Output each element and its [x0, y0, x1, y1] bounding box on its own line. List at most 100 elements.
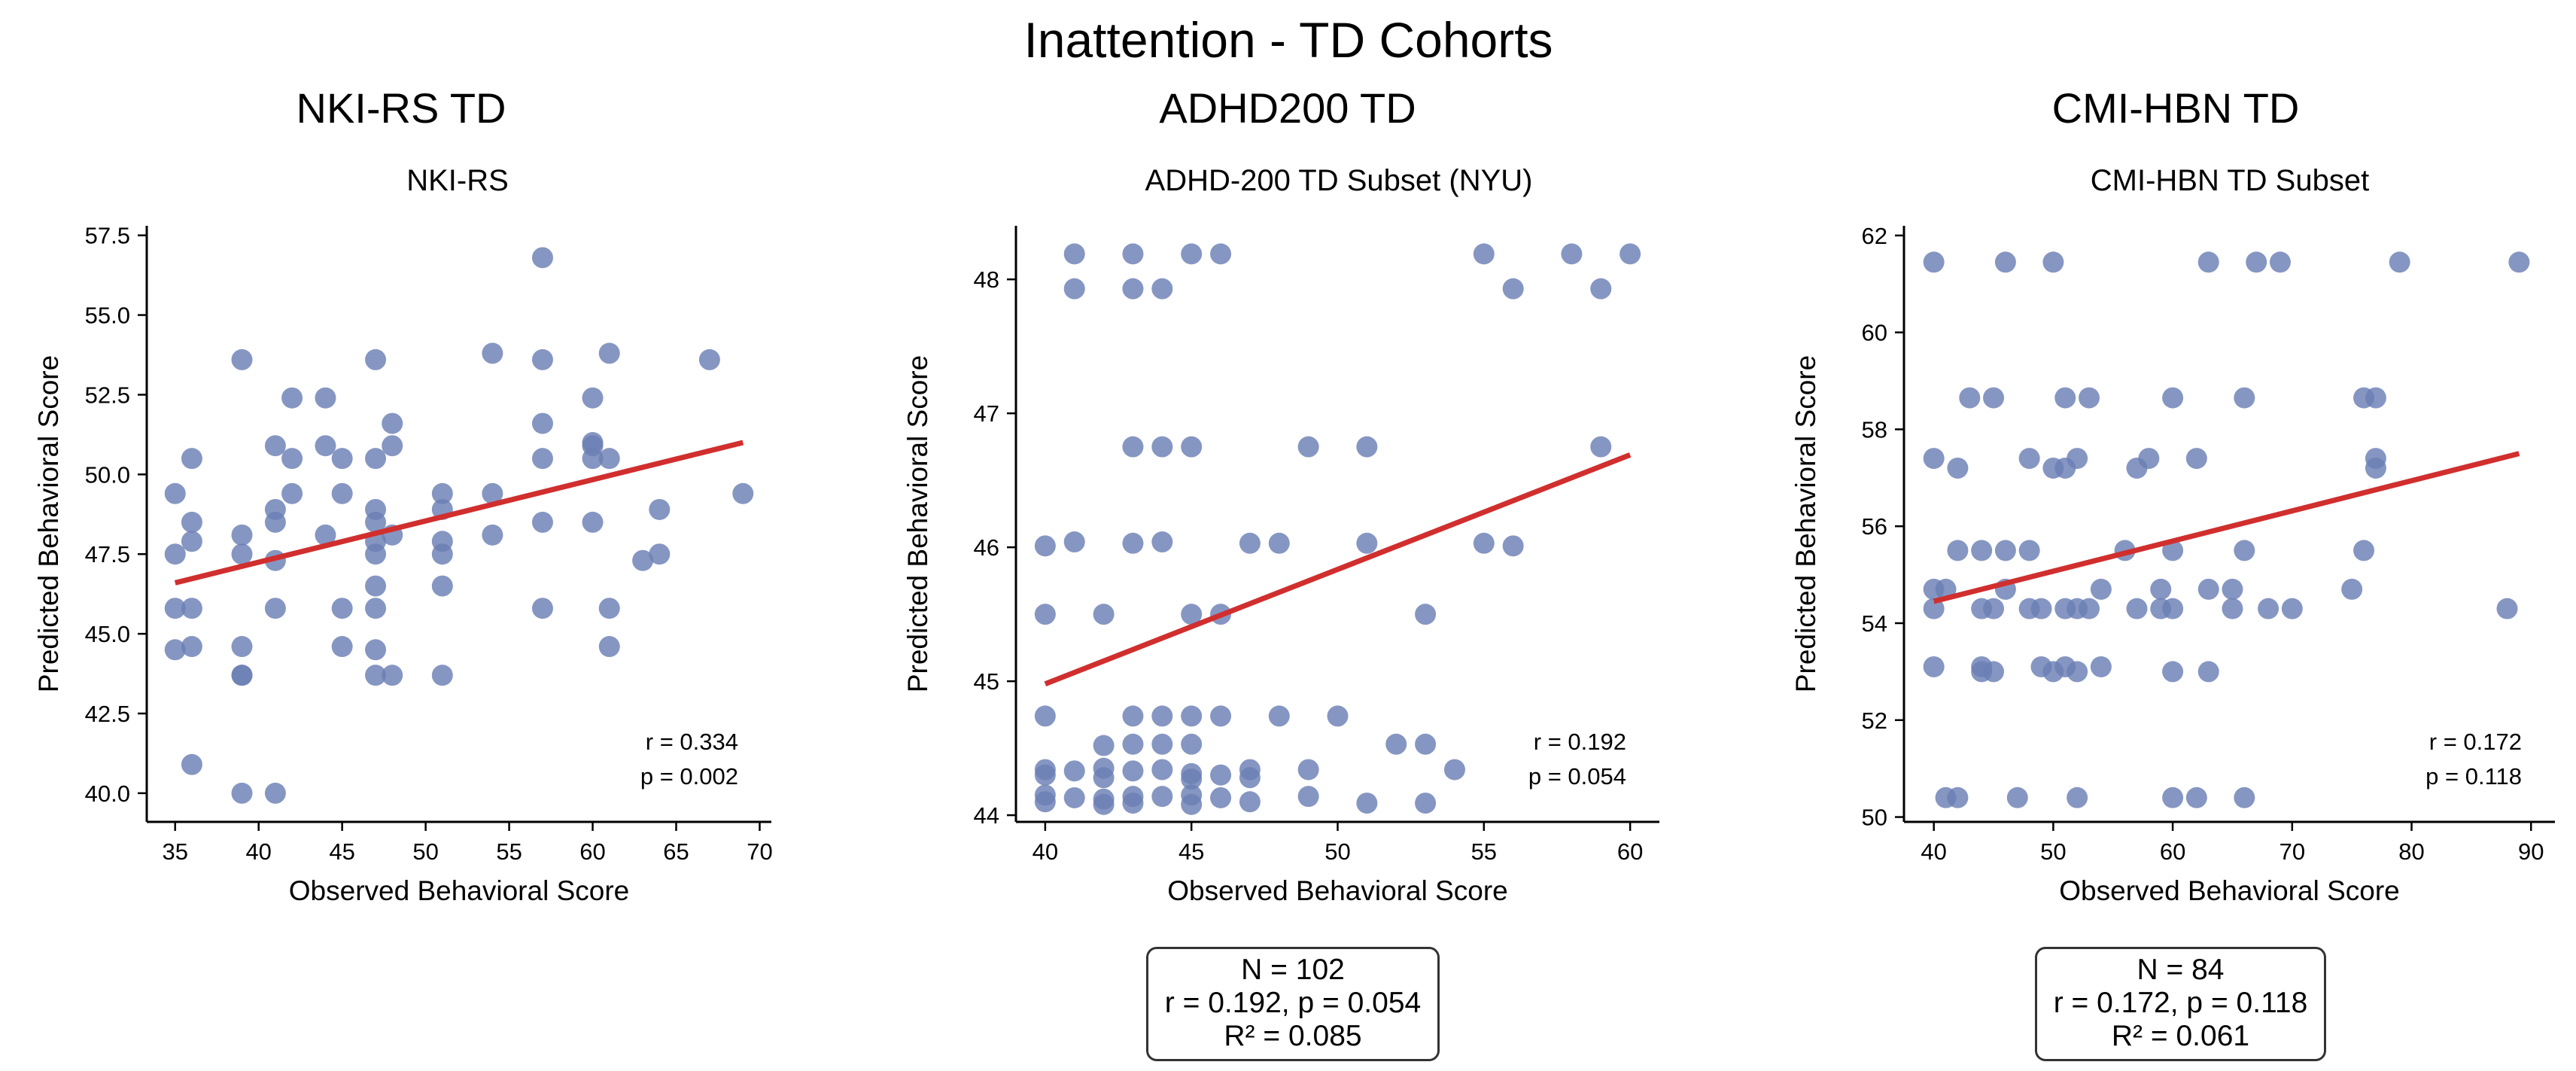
data-point — [2126, 598, 2148, 619]
y-tick-label: 55.0 — [85, 303, 130, 329]
data-point — [382, 435, 403, 457]
data-point — [2079, 598, 2100, 619]
data-point — [331, 482, 353, 504]
data-point — [181, 753, 202, 775]
data-point — [482, 524, 503, 546]
data-point — [431, 482, 453, 504]
data-point — [2067, 787, 2088, 808]
data-point — [1947, 457, 1969, 479]
x-axis-label: Observed Behavioral Score — [289, 875, 629, 906]
y-tick-label: 47.5 — [85, 541, 130, 567]
data-point — [1239, 532, 1261, 554]
y-tick-label: 45.0 — [85, 621, 130, 647]
data-point — [2197, 578, 2219, 600]
y-axis-label: Predicted Behavioral Score — [33, 355, 64, 692]
x-tick-label: 55 — [1471, 838, 1497, 865]
data-point — [2508, 251, 2530, 273]
data-point — [1093, 767, 1115, 789]
y-tick-label: 42.5 — [85, 701, 130, 727]
data-point — [231, 665, 253, 686]
data-point — [1122, 760, 1144, 782]
data-point — [1356, 793, 1378, 814]
data-point — [649, 498, 671, 520]
data-point — [1122, 705, 1144, 727]
data-point — [2162, 661, 2184, 683]
data-point — [1502, 535, 1524, 557]
stats-n: N = 102 — [1241, 954, 1345, 986]
x-tick-label: 35 — [162, 838, 187, 865]
data-point — [1502, 278, 1524, 300]
data-point — [2054, 387, 2076, 409]
x-tick-label: 45 — [1179, 838, 1204, 865]
data-point — [1063, 278, 1085, 300]
x-tick-label: 55 — [496, 838, 522, 865]
x-tick-label: 50 — [2040, 838, 2066, 865]
data-point — [164, 543, 186, 565]
x-tick-label: 60 — [579, 838, 605, 865]
data-point — [1443, 759, 1465, 780]
annotation-p: p = 0.002 — [640, 763, 738, 790]
data-point — [1093, 735, 1115, 756]
x-tick-label: 70 — [2279, 838, 2305, 865]
data-point — [281, 482, 303, 504]
data-point — [1327, 705, 1349, 727]
data-point — [231, 543, 253, 565]
data-point — [2162, 387, 2184, 409]
data-point — [1620, 243, 1641, 265]
data-point — [582, 387, 604, 409]
plot-area: 40 50 60 70 80 90 50 52 54 56 58 60 62 Observed Behav… — [1790, 223, 2555, 906]
data-point — [2090, 656, 2112, 677]
stats-r-p: r = 0.172, p = 0.118 — [2053, 987, 2308, 1019]
data-point — [732, 482, 754, 504]
x-tick-label: 65 — [663, 838, 689, 865]
data-point — [1034, 791, 1056, 813]
data-point — [1181, 243, 1203, 265]
x-tick-label: 50 — [1324, 838, 1350, 865]
data-point — [331, 598, 353, 619]
data-point — [2496, 598, 2518, 619]
data-point — [431, 543, 453, 565]
data-point — [1181, 436, 1203, 458]
data-point — [2365, 457, 2386, 479]
stats-r2: R² = 0.061 — [2111, 1020, 2250, 1052]
y-axis-label: Predicted Behavioral Score — [902, 355, 933, 692]
data-point — [2389, 251, 2410, 273]
x-tick-label: 40 — [1033, 838, 1058, 865]
y-tick-label: 57.5 — [85, 223, 130, 249]
data-point — [531, 348, 553, 370]
data-point — [264, 782, 286, 804]
data-point — [365, 598, 387, 619]
data-point — [365, 448, 387, 470]
data-point — [431, 665, 453, 686]
plot-area: 35 40 45 50 55 60 65 70 40.0 42.5 45.0 47.5 50.0 52.5… — [33, 223, 773, 906]
data-point — [2150, 578, 2172, 600]
data-point — [1122, 243, 1144, 265]
data-point — [1415, 733, 1437, 755]
data-point — [264, 511, 286, 533]
data-point — [382, 412, 403, 434]
data-point — [264, 598, 286, 619]
data-point — [598, 342, 620, 364]
data-point — [1151, 786, 1173, 808]
data-point — [1473, 532, 1495, 554]
data-point — [2185, 448, 2207, 470]
data-point — [315, 387, 336, 409]
stats-r-p: r = 0.192, p = 0.054 — [1164, 987, 1422, 1019]
data-point — [1983, 598, 2005, 619]
data-point — [1268, 532, 1290, 554]
data-point — [1151, 705, 1173, 727]
data-point — [1034, 764, 1056, 786]
data-point — [2018, 540, 2040, 561]
data-point — [1994, 540, 2016, 561]
data-point — [231, 348, 253, 370]
data-point — [1947, 540, 1969, 561]
data-point — [1297, 436, 1319, 458]
data-point — [2353, 540, 2375, 561]
x-tick-label: 90 — [2518, 838, 2544, 865]
data-point — [1063, 243, 1085, 265]
annotation-p: p = 0.054 — [1528, 763, 1626, 790]
y-tick-label: 50 — [1862, 805, 1887, 831]
data-point — [1034, 604, 1056, 625]
x-tick-label: 60 — [1617, 838, 1643, 865]
panel-title: CMI-HBN TD Subset — [2091, 164, 2369, 197]
